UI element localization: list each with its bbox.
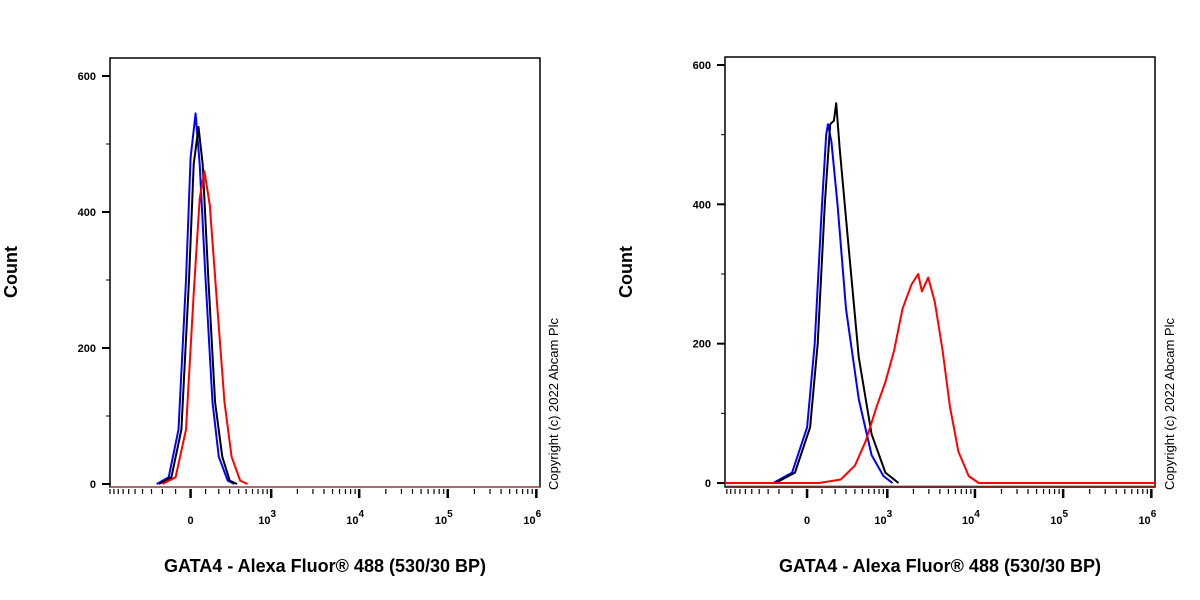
x-axis-title: GATA4 - Alexa Fluor® 488 (530/30 BP): [164, 556, 486, 576]
copyright-annotation: Copyright (c) 2022 Abcam Plc: [1162, 318, 1177, 490]
x-tick-exponent: 4: [359, 509, 365, 520]
x-tick-label: 0: [804, 515, 810, 527]
y-tick-label: 600: [78, 71, 96, 83]
x-tick-base: 10: [346, 515, 358, 527]
x-tick-label: 103: [258, 509, 276, 527]
x-tick-base: 10: [874, 515, 886, 527]
x-tick-exponent: 5: [447, 509, 453, 520]
y-tick-label: 0: [90, 479, 96, 491]
x-tick-exponent: 5: [1062, 509, 1068, 520]
y-tick-label: 400: [693, 199, 711, 211]
y-tick-label: 0: [705, 478, 711, 490]
y-tick-label: 600: [693, 60, 711, 72]
x-tick-label: 104: [962, 509, 980, 527]
histogram-series-red: [725, 273, 1155, 484]
x-tick-exponent: 3: [887, 509, 893, 520]
x-tick-exponent: 3: [271, 509, 277, 520]
x-tick-label: 105: [1050, 509, 1068, 527]
x-tick-exponent: 6: [536, 509, 542, 520]
plot-frame: [724, 56, 1156, 488]
y-tick-label: 200: [78, 343, 96, 355]
histogram-series-black: [775, 102, 900, 484]
x-tick-base: 10: [1138, 515, 1150, 527]
histogram-series-blue: [156, 112, 235, 485]
histogram-series-red: [161, 170, 248, 485]
x-tick-label: 105: [435, 509, 453, 527]
y-tick-label: 400: [78, 207, 96, 219]
x-tick-base: 0: [188, 515, 194, 527]
x-tick-exponent: 6: [1151, 509, 1157, 520]
plot-frame: [109, 57, 541, 488]
x-tick-label: 106: [1138, 509, 1156, 527]
x-tick-label: 104: [346, 509, 364, 527]
x-tick-label: 0: [188, 515, 194, 527]
x-tick-base: 10: [258, 515, 270, 527]
histogram-curves: [156, 112, 248, 485]
x-tick-label: 103: [874, 509, 892, 527]
histogram-series-blue: [772, 123, 894, 484]
histogram-series-black: [158, 126, 238, 485]
histogram-curves: [725, 102, 1155, 484]
y-tick-label: 200: [693, 339, 711, 351]
x-tick-exponent: 4: [974, 509, 980, 520]
copyright-annotation: Copyright (c) 2022 Abcam Plc: [546, 318, 561, 490]
x-tick-base: 0: [804, 515, 810, 527]
x-tick-base: 10: [962, 515, 974, 527]
x-tick-base: 10: [1050, 515, 1062, 527]
y-axis-title: Count: [616, 246, 636, 298]
x-axis-title: GATA4 - Alexa Fluor® 488 (530/30 BP): [779, 556, 1101, 576]
x-tick-base: 10: [435, 515, 447, 527]
y-axis-title: Count: [1, 246, 21, 298]
x-tick-label: 106: [523, 509, 541, 527]
x-tick-base: 10: [523, 515, 535, 527]
